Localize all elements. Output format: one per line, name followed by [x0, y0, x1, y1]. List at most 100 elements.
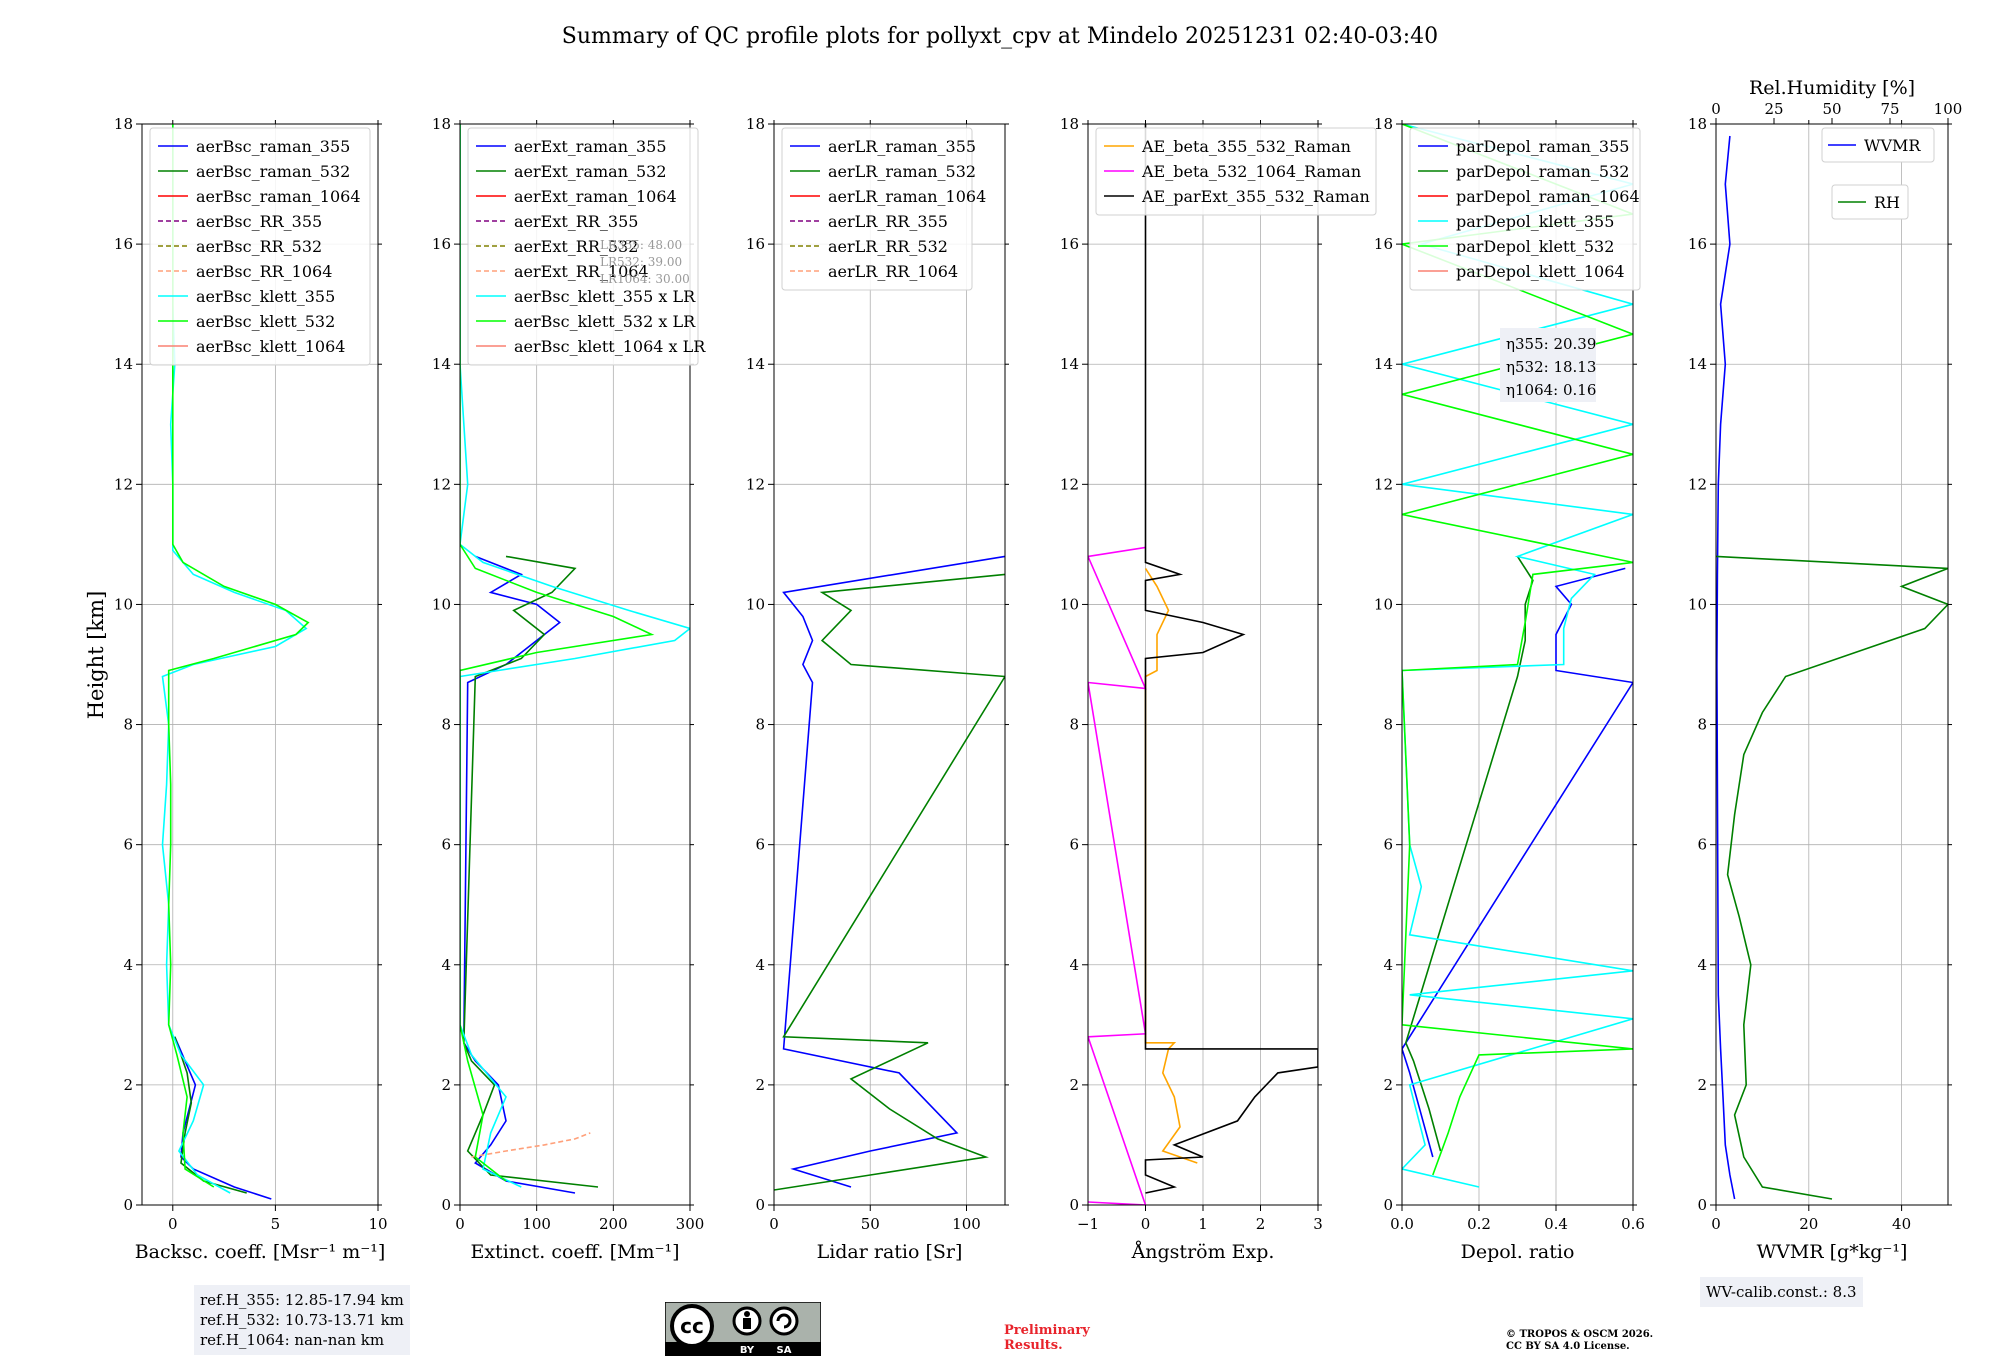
ref-height-532: ref.H_532: 10.73-13.71 km [200, 1311, 404, 1329]
y-tick-label: 16 [432, 235, 451, 253]
legend-label-aerBsc-RR-355: aerBsc_RR_355 [196, 212, 322, 231]
y-tick-label: 10 [1688, 595, 1707, 613]
legend-box [149, 127, 371, 366]
wv-calibration-box: WV-calib.const.: 8.3 [1700, 1277, 1863, 1307]
copyright-line-1: © TROPOS & OSCM 2026. [1506, 1329, 1654, 1340]
y-tick-label: 2 [1383, 1076, 1393, 1094]
cc-icon [670, 1304, 714, 1348]
legend-label-aerBsc-klett-532: aerBsc_klett_532 [196, 312, 335, 331]
x-axis-label: Ångström Exp. [1131, 1241, 1275, 1263]
y-tick-label: 16 [1374, 235, 1393, 253]
x-tick-label: 0.4 [1544, 1215, 1568, 1233]
y-tick-label: 12 [1374, 475, 1393, 493]
y-tick-label: 16 [746, 235, 765, 253]
legend-box [1095, 127, 1377, 216]
figure-title: Summary of QC profile plots for pollyxt_… [562, 24, 1438, 49]
series-line-RH [1716, 555, 1948, 1200]
series-line-parDepol-klett-532 [1402, 124, 1633, 1176]
y-tick-label: 12 [1688, 475, 1707, 493]
faded-lr-label-0: LR355: 48.00 [600, 238, 682, 252]
x-tick-label: 10 [368, 1215, 387, 1233]
y-tick-label: 4 [1383, 956, 1393, 974]
y-tick-label: 18 [746, 115, 765, 133]
series-line-AE-parExt-355-532-Raman [1144, 124, 1318, 1194]
axes-frame [1715, 123, 1949, 1206]
y-tick-label: 14 [1374, 355, 1393, 373]
y-tick-label: 6 [1697, 836, 1707, 854]
y-tick-label: 14 [114, 355, 133, 373]
x-tick-label: 100 [522, 1215, 551, 1233]
y-tick-label: 2 [1697, 1076, 1707, 1094]
x-tick-label: 0.6 [1621, 1215, 1645, 1233]
y-tick-label: 12 [1060, 475, 1079, 493]
series-line-aerBsc-klett-355 [161, 124, 308, 1194]
y-tick-label: 8 [441, 716, 451, 734]
y-tick-label: 10 [432, 595, 451, 613]
y-tick-label: 12 [746, 475, 765, 493]
legend-label-aerBsc-klett-1064: aerBsc_klett_1064 [196, 337, 345, 356]
legend-label-aerLR-RR-1064: aerLR_RR_1064 [828, 262, 958, 281]
x-tick-label: 50 [861, 1215, 880, 1233]
preliminary-line-2: Results. [1004, 1338, 1063, 1353]
y-tick-label: 16 [1060, 235, 1079, 253]
y-tick-label: 8 [1069, 716, 1079, 734]
legend-label-AE-beta-355-532-Raman: AE_beta_355_532_Raman [1141, 137, 1351, 156]
x-axis-label: Depol. ratio [1461, 1241, 1575, 1263]
preliminary-line-1: Preliminary [1004, 1323, 1090, 1338]
y-tick-label: 12 [114, 475, 133, 493]
legend-label-aerExt-RR-1064: aerExt_RR_1064 [514, 262, 649, 281]
panel-ext: 0 2 4 6 8 10 12 14 16 18 0 100 200 300 Extinct. coeff.… [432, 115, 706, 1263]
y-tick-label: 14 [746, 355, 765, 373]
y-tick-label: 8 [123, 716, 133, 734]
series-line-AE-beta-532-1064-Raman [1088, 546, 1147, 1205]
axes-frame [459, 123, 691, 1206]
y-tick-label: 10 [114, 595, 133, 613]
copyright-note: © TROPOS & OSCM 2026. CC BY SA 4.0 Licen… [1506, 1329, 1653, 1353]
legend-label-aerLR-raman-355: aerLR_raman_355 [828, 137, 976, 156]
x-tick-label: 0.2 [1467, 1215, 1491, 1233]
top-x-axis-label: Rel.Humidity [%] [1749, 77, 1915, 99]
legend-label-aerBsc-raman-532: aerBsc_raman_532 [196, 162, 350, 181]
series-line-aerLR-raman-355 [782, 555, 1005, 1188]
y-tick-label: 4 [123, 956, 133, 974]
legend-box [1831, 184, 1909, 220]
x-axis-label: WVMR [g*kg⁻¹] [1757, 1241, 1908, 1263]
legend-label-AE-parExt-355-532-Raman: AE_parExt_355_532_Raman [1141, 187, 1370, 206]
x-tick-label: 40 [1892, 1215, 1911, 1233]
legend-label-aerLR-RR-355: aerLR_RR_355 [828, 212, 948, 231]
y-tick-label: 16 [1688, 235, 1707, 253]
x-tick-label: 100 [952, 1215, 981, 1233]
wv-calibration-text: WV-calib.const.: 8.3 [1706, 1283, 1857, 1301]
x-tick-label: 3 [1313, 1215, 1323, 1233]
eta-label-0: η355: 20.39 [1506, 335, 1596, 353]
legend-label-aerExt-RR-532: aerExt_RR_532 [514, 237, 638, 256]
legend-label-RH: RH [1874, 193, 1900, 212]
x-tick-label: 0 [168, 1215, 178, 1233]
x-axis-label: Extinct. coeff. [Mm⁻¹] [470, 1241, 679, 1263]
legend-label-aerLR-RR-532: aerLR_RR_532 [828, 237, 948, 256]
series-line-aerBsc-klett-355-x-LR [460, 124, 690, 1188]
cc-by-sa-license-badge: cc BY SA [665, 1302, 821, 1356]
y-tick-label: 18 [1060, 115, 1079, 133]
y-tick-label: 10 [746, 595, 765, 613]
legend-box [1409, 127, 1641, 291]
series-line-aerExt-raman-532 [462, 555, 599, 1188]
legend-label-aerBsc-klett-1064-x-LR: aerBsc_klett_1064 x LR [514, 337, 706, 356]
x-axis-label: Backsc. coeff. [Msr⁻¹ m⁻¹] [135, 1241, 386, 1263]
badge-sa-label: SA [777, 1345, 792, 1356]
legend-label-parDepol-klett-355: parDepol_klett_355 [1456, 212, 1614, 231]
y-tick-label: 0 [123, 1196, 133, 1214]
badge-by-label: BY [740, 1345, 755, 1356]
y-tick-label: 0 [441, 1196, 451, 1214]
y-tick-label: 18 [1688, 115, 1707, 133]
ref-height-355: ref.H_355: 12.85-17.94 km [200, 1291, 404, 1309]
top-x-tick-label: 75 [1880, 100, 1899, 118]
panel-annotations: LR355: 48.00 LR532: 39.00 LR1064: 30.00 η35… [600, 238, 1596, 402]
y-tick-label: 6 [441, 836, 451, 854]
panel-bsc: 0 2 4 6 8 10 12 14 16 18 0 5 10 Backsc. coeff. [Msr⁻¹… [114, 115, 388, 1263]
axes-frame [773, 123, 1006, 1206]
